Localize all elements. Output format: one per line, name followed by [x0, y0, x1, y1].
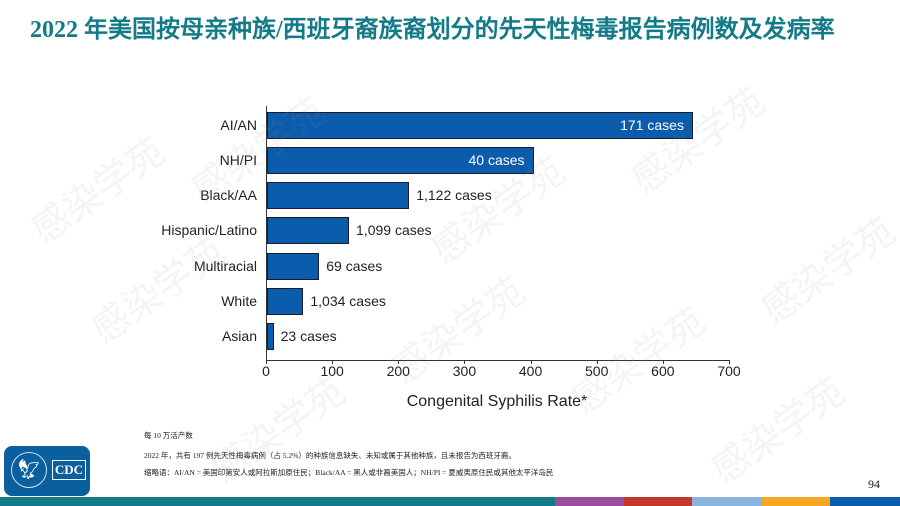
category-label: NH/PI	[219, 152, 257, 168]
x-tick	[266, 360, 267, 364]
x-tick	[729, 360, 730, 364]
bar-black-aa	[267, 182, 410, 209]
cdc-logo: 🦅︎ CDC	[4, 446, 90, 496]
x-tick	[398, 360, 400, 364]
x-tick	[662, 360, 664, 364]
footnote-abbreviations: 缩略语：AI/AN = 美国印第安人或阿拉斯加原住民；Black/AA = 黑人…	[144, 468, 554, 477]
footer-strip-segment	[0, 497, 555, 506]
footer-strip-segment	[762, 497, 830, 506]
bar-white	[267, 288, 304, 315]
x-tick-label: 500	[585, 363, 609, 379]
bar-data-label: 69 cases	[326, 258, 383, 274]
x-tick-label: 200	[386, 363, 410, 379]
footer-strip-segment	[830, 497, 900, 506]
page-title: 2022 年美国按母亲种族/西班牙裔族裔划分的先天性梅毒报告病例数及发病率	[30, 17, 835, 43]
bar-data-label: 1,099 cases	[356, 222, 432, 238]
bar-nh-pi	[267, 147, 534, 174]
x-axis	[266, 360, 729, 361]
footer-strip-segment	[692, 497, 762, 506]
bar-asian	[267, 323, 274, 350]
x-tick-label: 100	[320, 363, 344, 379]
category-label: White	[221, 293, 257, 309]
category-label: AI/AN	[220, 117, 257, 133]
page-number: 94	[868, 477, 880, 491]
x-tick	[464, 360, 466, 364]
footer-strip-segment	[624, 497, 692, 506]
bar-data-label: 1,034 cases	[310, 293, 386, 309]
category-label: Hispanic/Latino	[161, 222, 257, 238]
bar-data-label: 40 cases	[468, 152, 525, 168]
x-tick-label: 600	[651, 363, 675, 379]
cdc-logo-text: CDC	[52, 460, 86, 480]
x-tick-label: 300	[452, 363, 477, 379]
x-axis-label: Congenital Syphilis Rate*	[406, 393, 588, 410]
x-tick-label: 0	[262, 363, 270, 379]
footnote-missing-data: 2022 年，共有 197 例先天性梅毒病例（占 5.2%）的种族信息缺失、未知…	[144, 451, 516, 460]
bar-data-label: 23 cases	[280, 328, 337, 344]
hhs-eagle-icon: 🦅︎	[11, 452, 47, 488]
footnote-rate-unit: 每 10 万活产数	[144, 431, 193, 440]
bar-hispanic-latino	[267, 217, 350, 244]
x-tick-label: 700	[717, 363, 741, 379]
category-label: Asian	[221, 328, 257, 344]
footer-strip-segment	[555, 497, 624, 506]
x-tick	[530, 360, 532, 364]
bar-data-label: 1,122 cases	[416, 187, 492, 203]
y-axis	[266, 106, 267, 361]
footer-color-strip	[0, 497, 900, 506]
x-tick-label: 400	[518, 363, 543, 379]
bar-ai-an	[267, 112, 693, 139]
bar-data-label: 171 cases	[620, 117, 684, 133]
x-tick	[332, 360, 334, 364]
category-label: Multiracial	[193, 258, 257, 274]
x-tick	[596, 360, 598, 364]
category-label: Black/AA	[200, 187, 257, 203]
bar-multiracial	[267, 253, 320, 280]
bar-chart: Congenital Syphilis Rate* AI/AN 171 cases…	[161, 106, 741, 410]
